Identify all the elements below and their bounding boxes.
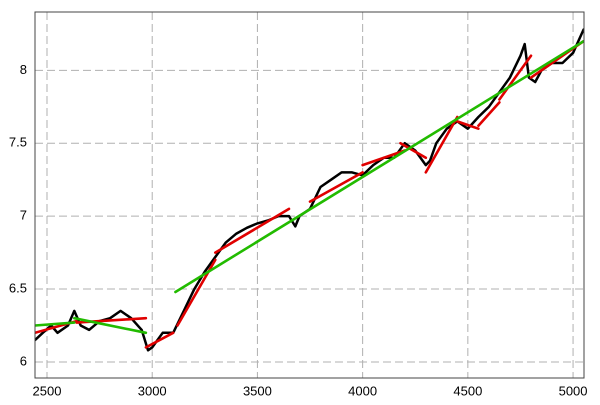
plot-frame [34, 11, 585, 379]
x-tick-label: 5000 [559, 383, 588, 398]
series-line [361, 149, 407, 167]
x-tick-label: 2500 [33, 383, 62, 398]
series-line [477, 101, 501, 127]
y-tick-label: 6 [20, 353, 27, 368]
series-line [214, 207, 291, 254]
series-line [308, 171, 364, 203]
series-line [498, 54, 533, 101]
x-tick-label: 3000 [138, 383, 167, 398]
series-line [35, 321, 76, 327]
y-tick-label: 6.5 [9, 280, 27, 295]
series-line [455, 120, 480, 130]
series-line [144, 331, 175, 349]
series-line [399, 141, 428, 160]
plot-area [35, 12, 584, 378]
y-tick-label: 7 [20, 208, 27, 223]
y-tick-label: 8 [20, 62, 27, 77]
x-tick-label: 4500 [453, 383, 482, 398]
x-tick-label: 3500 [243, 383, 272, 398]
series-line [174, 39, 584, 294]
series-line [73, 316, 148, 335]
x-tick-label: 4000 [348, 383, 377, 398]
y-tick-label: 7.5 [9, 135, 27, 150]
series-line [424, 115, 459, 174]
